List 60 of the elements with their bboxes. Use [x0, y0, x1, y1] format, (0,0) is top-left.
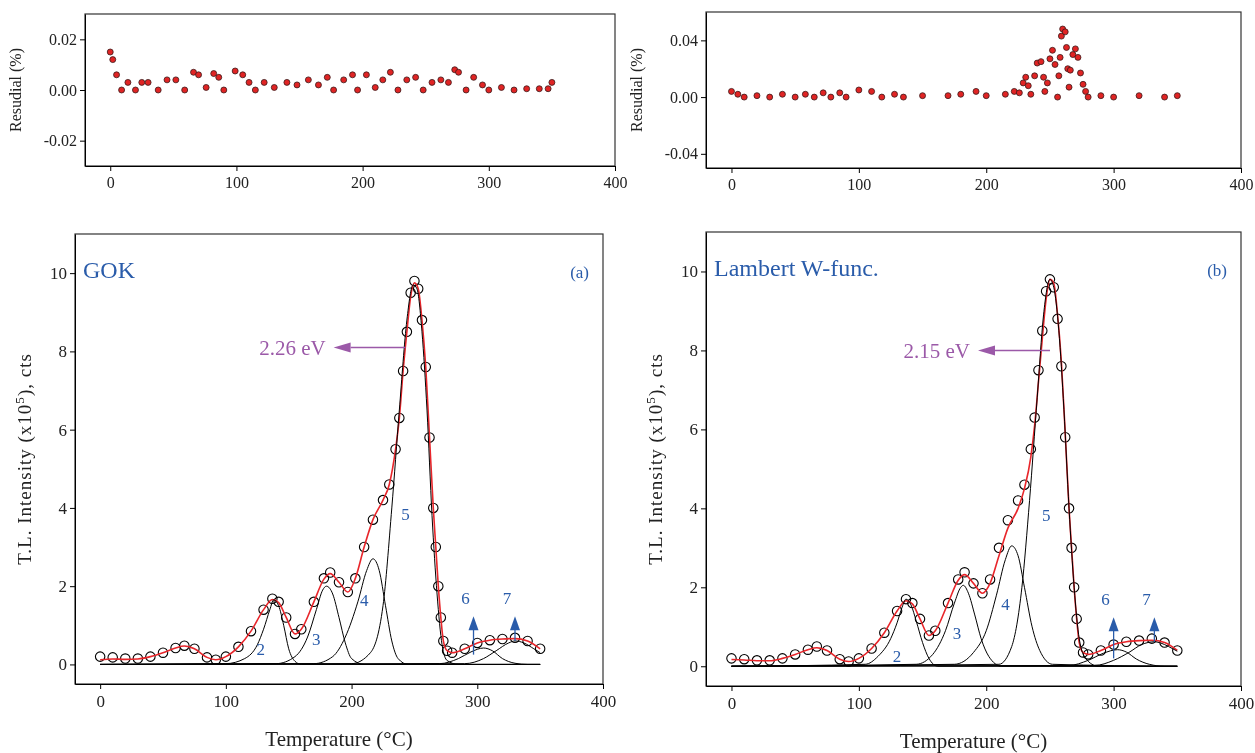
y-tick-label: 10 — [681, 262, 698, 282]
x-tick-label: 400 — [603, 174, 628, 192]
x-tick-label: 400 — [1229, 176, 1254, 194]
y-tick-label: 2 — [689, 578, 698, 598]
annotation: (b) — [1207, 261, 1227, 280]
x-axis-title: Temperature (°C) — [265, 727, 413, 751]
x-tick-label: 200 — [351, 174, 376, 192]
y-tick-label: 0.00 — [49, 81, 77, 99]
y-tick-label: 8 — [58, 342, 67, 362]
x-tick-label: 300 — [477, 174, 502, 192]
y-tick-label: 0.04 — [670, 31, 698, 49]
x-axis-title: Temperature (°C) — [899, 729, 1048, 753]
x-tick-label: 0 — [96, 692, 105, 712]
x-tick-label: 100 — [846, 694, 873, 714]
annotation: 5 — [401, 504, 410, 524]
x-tick-label: 300 — [1101, 694, 1127, 714]
y-tick-label: -0.04 — [664, 145, 698, 163]
annotation: 7 — [1142, 590, 1152, 610]
annotation: 4 — [1001, 595, 1011, 615]
y-tick-label: 8 — [689, 341, 698, 361]
y-tick-label: 2 — [58, 577, 67, 597]
y-tick-label: 6 — [689, 420, 698, 440]
x-tick-label: 0 — [727, 694, 737, 714]
x-tick-label: 200 — [974, 176, 999, 194]
x-tick-label: 400 — [590, 692, 617, 712]
x-tick-label: 0 — [727, 176, 736, 194]
annotation: 3 — [952, 624, 962, 644]
x-tick-label: 200 — [973, 694, 1000, 714]
x-tick-label: 100 — [847, 176, 872, 194]
x-tick-label: 400 — [1228, 694, 1255, 714]
y-tick-label: -0.02 — [43, 132, 77, 150]
annotation: 2 — [256, 640, 266, 660]
y-tick-label: 0.02 — [49, 30, 77, 48]
annotation: (a) — [570, 263, 589, 282]
x-tick-label: 0 — [106, 174, 115, 192]
y-tick-label: 4 — [689, 499, 699, 519]
annotation: 5 — [1042, 505, 1051, 525]
annotation: GOK — [83, 257, 136, 283]
annotation: 6 — [1101, 590, 1110, 610]
y-tick-label: 4 — [58, 498, 68, 518]
y-tick-label: 6 — [58, 420, 67, 440]
x-tick-label: 300 — [465, 692, 491, 712]
y-tick-label: 0 — [58, 655, 67, 675]
annotation: 4 — [360, 590, 370, 610]
x-tick-label: 100 — [224, 174, 249, 192]
y-tick-label: 0 — [689, 657, 698, 677]
annotation: Lambert W-func. — [714, 255, 879, 281]
y-tick-label: 0.00 — [670, 88, 698, 106]
x-tick-label: 300 — [1102, 176, 1127, 194]
y-axis-title: Resudial (%) — [628, 48, 646, 132]
annotation: 2 — [892, 646, 902, 666]
annotation: 6 — [461, 589, 470, 609]
x-tick-label: 100 — [213, 692, 240, 712]
x-tick-label: 200 — [339, 692, 365, 712]
annotation: 3 — [312, 629, 321, 649]
annotation: 2.26 eV — [259, 335, 326, 360]
annotation: 7 — [502, 589, 512, 609]
y-axis-title: Resudial (%) — [7, 48, 25, 132]
y-tick-label: 10 — [50, 264, 67, 284]
annotation: 2.15 eV — [903, 338, 971, 363]
